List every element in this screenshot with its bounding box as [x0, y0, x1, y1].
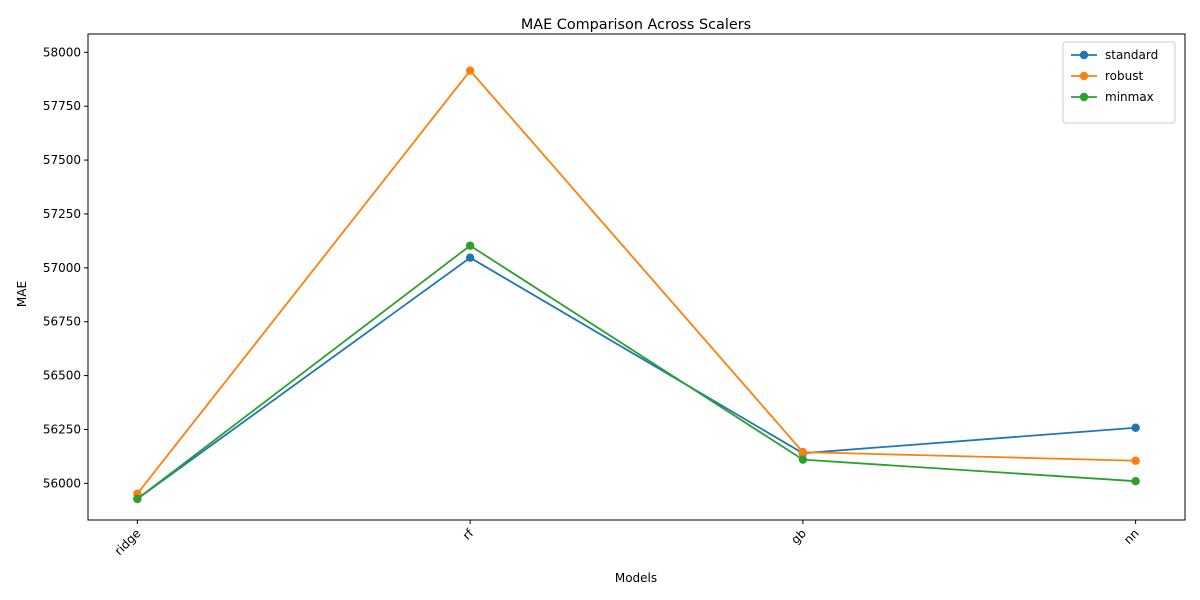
series-layer — [133, 66, 1140, 504]
data-point — [1131, 477, 1140, 486]
legend-marker — [1079, 92, 1089, 102]
series-line — [136, 69, 1136, 495]
data-point — [465, 66, 475, 75]
y-tick-label: 56250 — [43, 422, 81, 436]
legend-marker — [1079, 50, 1089, 60]
data-point — [1131, 456, 1140, 465]
legend-item: standard — [1071, 48, 1158, 62]
series-line — [136, 256, 1136, 500]
y-tick-label: 56500 — [43, 369, 81, 383]
data-point — [465, 241, 475, 250]
legend: standard robust minmax — [1062, 41, 1176, 124]
y-tick-label: 57500 — [43, 153, 81, 167]
plot-area — [87, 33, 1186, 521]
data-point — [1131, 423, 1140, 432]
y-axis-ticks: 56000 56250 56500 56750 57000 57250 57500 57750… — [43, 45, 88, 490]
legend-label: standard — [1105, 48, 1158, 62]
legend-item: minmax — [1071, 90, 1154, 104]
series-line — [136, 244, 1136, 500]
chart-title: MAE Comparison Across Scalers — [521, 17, 751, 33]
legend-item: robust — [1071, 69, 1143, 83]
plot-frame — [87, 33, 1186, 521]
y-tick-label: 58000 — [43, 45, 81, 59]
y-tick-label: 57250 — [43, 207, 81, 221]
data-point — [798, 447, 808, 457]
legend-label: minmax — [1105, 90, 1154, 104]
y-tick-label: 56000 — [43, 476, 81, 490]
data-point — [133, 494, 142, 504]
legend-label: robust — [1105, 69, 1143, 83]
y-tick-label: 57000 — [43, 261, 81, 275]
y-tick-label: 56750 — [43, 315, 81, 329]
data-point — [798, 455, 808, 464]
series-minmax — [133, 241, 1140, 504]
x-axis-title: Models — [615, 571, 657, 585]
y-axis-title: MAE — [15, 281, 29, 307]
legend-box — [1062, 41, 1176, 124]
y-tick-label: 57750 — [43, 99, 81, 113]
data-point — [465, 253, 475, 262]
legend-marker — [1079, 71, 1089, 81]
